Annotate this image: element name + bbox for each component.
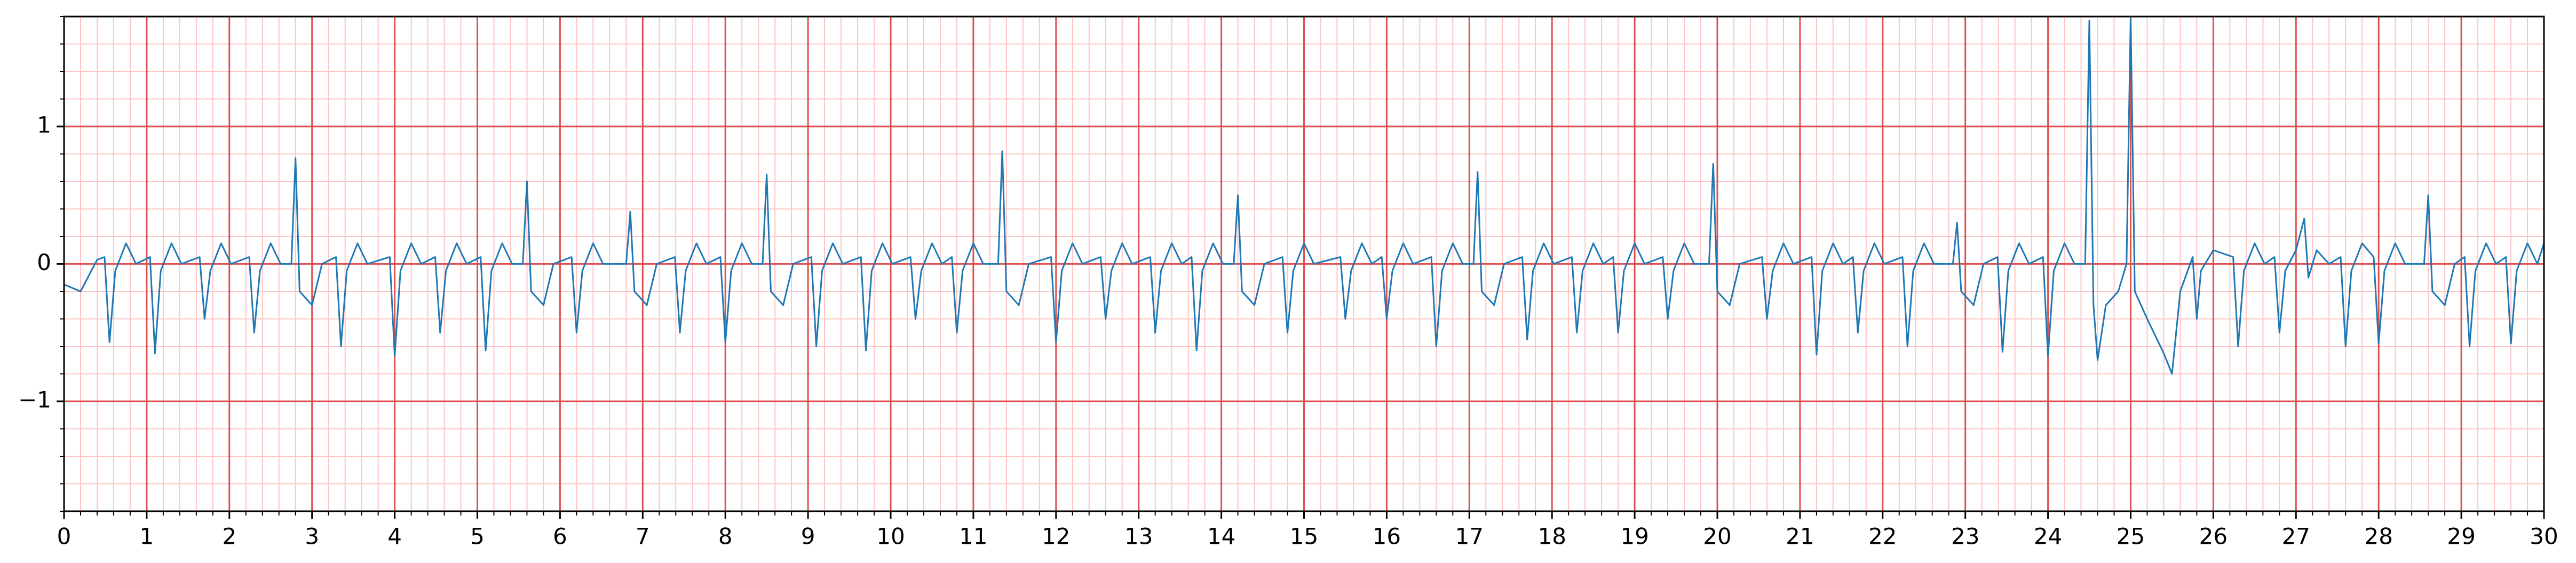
x-tick-label: 14: [1207, 524, 1235, 550]
x-tick-label: 3: [305, 524, 319, 550]
x-tick-label: 12: [1042, 524, 1070, 550]
x-tick-label: 19: [1620, 524, 1648, 550]
y-tick-label: −1: [18, 387, 51, 413]
x-tick-label: 30: [2530, 524, 2558, 550]
x-tick-label: 26: [2199, 524, 2228, 550]
x-tick-label: 27: [2282, 524, 2310, 550]
x-tick-label: 9: [801, 524, 815, 550]
x-tick-label: 21: [1786, 524, 1814, 550]
x-tick-label: 22: [1868, 524, 1897, 550]
x-tick-label: 13: [1124, 524, 1153, 550]
x-tick-label: 6: [553, 524, 567, 550]
x-tick-label: 8: [718, 524, 733, 550]
x-tick-label: 28: [2364, 524, 2392, 550]
y-tick-label: 0: [37, 249, 51, 275]
x-tick-label: 17: [1455, 524, 1484, 550]
plot-frame: [63, 15, 2545, 512]
x-tick-label: 7: [636, 524, 650, 550]
x-tick-label: 4: [387, 524, 402, 550]
x-tick-label: 10: [876, 524, 905, 550]
x-tick-label: 29: [2447, 524, 2475, 550]
x-tick-label: 5: [470, 524, 485, 550]
x-tick-label: 11: [959, 524, 987, 550]
x-tick-label: 15: [1290, 524, 1318, 550]
x-tick-label: 16: [1373, 524, 1401, 550]
x-tick-label: 24: [2034, 524, 2062, 550]
ecg-line: [64, 15, 2545, 375]
x-tick-label: 1: [140, 524, 154, 550]
x-tick-label: 23: [1951, 524, 1979, 550]
x-tick-label: 18: [1537, 524, 1566, 550]
x-tick-label: 25: [2117, 524, 2145, 550]
x-tick-label: 2: [222, 524, 236, 550]
x-tick-label: 20: [1703, 524, 1731, 550]
y-tick-label: 1: [37, 112, 51, 138]
x-tick-label: 0: [57, 524, 72, 550]
